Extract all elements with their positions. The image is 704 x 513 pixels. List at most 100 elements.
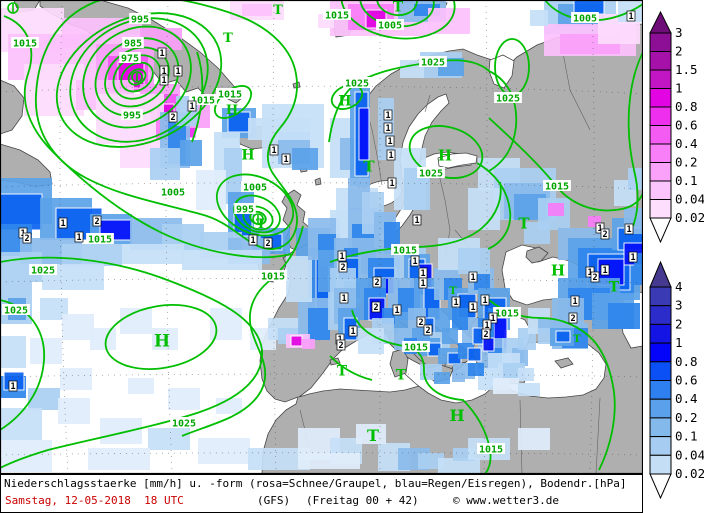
cell-intensity-label: 2 <box>92 215 102 227</box>
cell-label-text: 1 <box>385 111 390 121</box>
precip-cell <box>292 148 318 170</box>
isobar <box>3 15 292 259</box>
landmass <box>0 79 25 135</box>
isobar <box>329 355 373 381</box>
pressure-letter: H <box>551 262 565 280</box>
pressure-letter: T <box>273 3 283 18</box>
precip-cell <box>458 248 490 274</box>
cell-label-bg <box>568 312 578 324</box>
legend-block <box>649 32 672 52</box>
cell-label-bg <box>58 217 68 229</box>
pressure-letter: T <box>223 31 233 46</box>
cell-label-bg <box>412 214 422 226</box>
cell-label-bg <box>628 251 638 263</box>
legend-block <box>649 454 672 475</box>
legend-block <box>649 162 672 182</box>
isobar <box>329 181 502 263</box>
pressure-letter: H <box>449 406 464 425</box>
cell-label-text: 1 <box>572 297 577 307</box>
cell-label-bg <box>392 304 402 316</box>
cell-label-text: 1 <box>250 236 255 246</box>
isobar-label: 1025 <box>29 264 57 277</box>
cell-label-text: 1 <box>490 314 495 324</box>
legend-value: 0.6 <box>675 118 698 133</box>
cell-label-bg <box>187 100 197 112</box>
precip-cell <box>298 453 360 469</box>
precip-cell <box>358 107 370 161</box>
cell-label-text: 2 <box>592 273 597 283</box>
cell-intensity-label: 2 <box>371 301 381 313</box>
isobar <box>94 37 180 117</box>
isobar-label: 1025 <box>170 417 198 430</box>
isobar-label-text: 1015 <box>13 39 37 50</box>
cell-intensity-label: 1 <box>248 234 258 246</box>
legend-block <box>649 361 672 381</box>
legend-value: 0.02 <box>675 210 704 225</box>
precip-cell <box>100 418 142 444</box>
legend-block <box>649 436 672 456</box>
isobar-label-bg <box>11 37 39 48</box>
isobar-label-text: 1005 <box>573 14 597 25</box>
isobar-label-bg <box>234 203 256 214</box>
isobar-label-bg <box>189 94 217 105</box>
isobar-label-text: 1015 <box>261 272 285 283</box>
cell-label-bg <box>263 237 273 249</box>
isobar-label: 975 <box>119 52 141 65</box>
isobar-label: 1005 <box>159 186 187 199</box>
isobar-label-text: 1025 <box>421 58 445 69</box>
isobar-label-text: 1005 <box>243 183 267 194</box>
cell-label-text: 1 <box>470 303 475 313</box>
cell-label-text: 1 <box>420 269 425 279</box>
isobar-label: 1015 <box>86 233 114 246</box>
isobar <box>340 0 456 40</box>
cell-label-bg <box>624 223 634 235</box>
cell-label-bg <box>168 111 178 123</box>
precip-cell <box>468 188 500 230</box>
cell-intensity-label: 2 <box>168 111 178 123</box>
island <box>525 246 549 264</box>
isobar-label: 1025 <box>2 304 30 317</box>
precip-cell <box>467 347 482 362</box>
cell-label-bg <box>418 277 428 289</box>
isobar-label: 995 <box>129 13 151 26</box>
legend-value: 4 <box>675 279 683 294</box>
cell-label-bg <box>488 312 498 324</box>
precip-cell <box>434 372 450 384</box>
isobar-label-bg <box>119 52 141 63</box>
cell-label-text: 1 <box>175 67 180 77</box>
isobar-label: 1025 <box>494 92 522 105</box>
cell-label-text: 1 <box>484 321 489 331</box>
legend-block <box>649 323 672 344</box>
isobar-label-text: 1005 <box>161 188 185 199</box>
pressure-center-marker <box>7 2 19 14</box>
isobar-label: 1015 <box>543 180 571 193</box>
isobar <box>104 304 218 370</box>
isobar-label-bg <box>2 304 30 315</box>
isobar-label: 1025 <box>417 167 445 180</box>
cell-label-bg <box>595 222 605 234</box>
isobar-label: 995 <box>234 203 256 216</box>
country-border <box>595 397 601 474</box>
country-border <box>424 94 431 113</box>
cell-label-bg <box>481 328 491 340</box>
cell-label-text: 1 <box>60 219 65 229</box>
pressure-letter: T <box>396 367 407 383</box>
pressure-letter: T <box>337 363 348 379</box>
cell-intensity-label: 1 <box>392 304 402 316</box>
isobar <box>55 12 223 148</box>
isobar-label: 1015 <box>323 9 351 22</box>
precip-cell <box>634 253 643 285</box>
cell-label-text: 1 <box>387 137 392 147</box>
pressure-center-marker <box>252 213 264 225</box>
caption-title: Niederschlagsstaerke [mm/h] u. -form (ro… <box>4 477 627 490</box>
cell-label-text: 2 <box>340 263 345 273</box>
isobar-label-text: 1025 <box>172 419 196 430</box>
precip-cell <box>573 0 605 15</box>
isobar-label-text: 1025 <box>345 79 369 90</box>
isobar-label-bg <box>121 109 143 120</box>
precip-cell <box>150 148 180 180</box>
cell-intensity-label: 1 <box>383 122 393 134</box>
pressure-center-circle <box>252 213 264 225</box>
cell-label-text: 1 <box>385 124 390 134</box>
